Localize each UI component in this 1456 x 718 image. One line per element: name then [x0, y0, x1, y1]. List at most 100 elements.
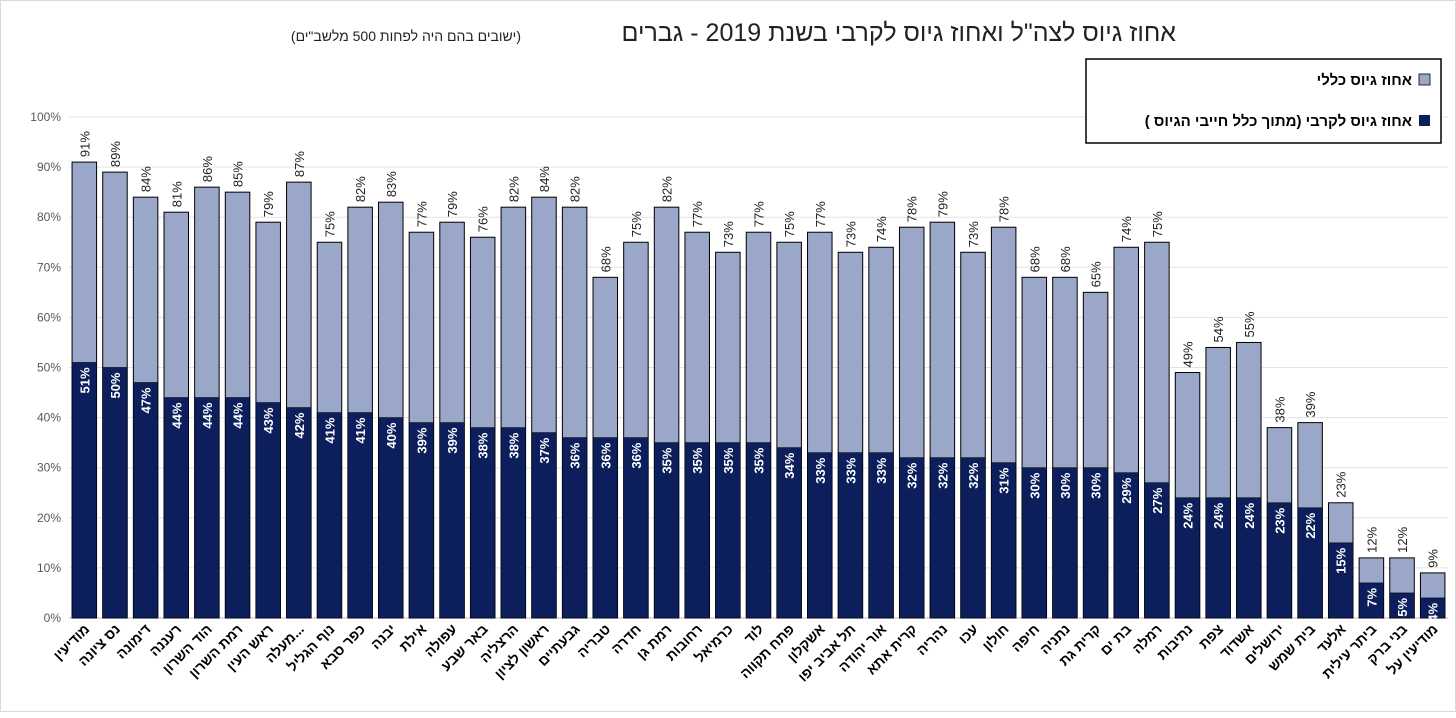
bar-combat [500, 427, 526, 619]
legend: אחוז גיוס כללי אחוז גיוס לקרבי (מתוך כלל… [1085, 58, 1442, 144]
bar-combat [408, 422, 434, 619]
data-label-combat: 5% [1395, 598, 1410, 617]
data-label-combat: 41% [353, 417, 368, 443]
data-label-combat: 35% [660, 447, 675, 473]
y-tick-label: 50% [37, 361, 61, 375]
bar-combat [807, 452, 833, 619]
y-tick-label: 40% [37, 411, 61, 425]
data-label-combat: 39% [445, 427, 460, 453]
data-label-combat: 33% [843, 457, 858, 483]
data-label-combat: 24% [1211, 502, 1226, 528]
data-label-combat: 29% [1119, 477, 1134, 503]
bar-combat [868, 452, 894, 619]
data-label-combat: 36% [568, 442, 583, 468]
data-label-total: 79% [445, 191, 460, 217]
data-label-total: 78% [997, 196, 1012, 222]
bar-combat [837, 452, 863, 619]
bar-combat [102, 367, 128, 619]
data-label-total: 75% [322, 211, 337, 237]
data-label-combat: 47% [139, 387, 154, 413]
bar-combat [1052, 467, 1078, 619]
bar-combat [1236, 497, 1262, 619]
data-label-total: 9% [1426, 549, 1441, 568]
bar-combat [378, 417, 404, 619]
bar-combat [470, 427, 496, 619]
data-label-total: 75% [1150, 211, 1165, 237]
data-label-total: 68% [1058, 246, 1073, 272]
data-label-combat: 4% [1426, 603, 1441, 622]
data-label-combat: 51% [77, 367, 92, 393]
legend-label-combat: אחוז גיוס לקרבי (מתוך כלל חייבי הגיוס ) [1145, 113, 1412, 130]
data-label-combat: 31% [997, 467, 1012, 493]
bar-combat [316, 412, 343, 619]
bar-combat [1358, 582, 1384, 619]
bar-combat [960, 457, 986, 619]
y-tick-label: 90% [37, 160, 61, 174]
data-label-total: 89% [108, 141, 123, 167]
data-label-combat: 30% [1027, 472, 1042, 498]
bar-combat [439, 422, 465, 619]
data-label-total: 82% [353, 176, 368, 202]
chart-title: אחוז גיוס לצה"ל ואחוז גיוס לקרבי בשנת 20… [622, 19, 1177, 47]
bar-combat [1389, 592, 1415, 619]
data-label-total: 49% [1181, 341, 1196, 367]
bar-combat [71, 362, 97, 619]
x-tick-label: חיפה [1008, 621, 1042, 655]
bar-combat [1174, 497, 1201, 619]
data-label-total: 78% [905, 196, 920, 222]
data-label-total: 85% [231, 161, 246, 187]
bar-combat [592, 437, 618, 619]
x-tick-label: חולון [979, 621, 1012, 654]
data-label-total: 74% [1119, 216, 1134, 242]
bar-combat [531, 432, 557, 619]
y-tick-label: 30% [37, 461, 61, 475]
data-label-combat: 35% [752, 447, 767, 473]
data-label-combat: 36% [598, 442, 613, 468]
data-label-total: 55% [1242, 311, 1257, 337]
data-label-combat: 15% [1334, 547, 1349, 573]
data-label-total: 54% [1211, 316, 1226, 342]
x-tick-label: דימונה [113, 621, 154, 662]
data-label-combat: 7% [1364, 587, 1379, 606]
data-label-total: 76% [476, 206, 491, 232]
data-label-combat: 36% [629, 442, 644, 468]
data-label-total: 73% [843, 221, 858, 247]
bar-combat [1021, 467, 1047, 619]
data-label-combat: 30% [1058, 472, 1073, 498]
data-label-total: 73% [966, 221, 981, 247]
bar-combat [347, 412, 373, 619]
y-tick-label: 20% [37, 511, 61, 525]
data-label-total: 65% [1089, 261, 1104, 287]
data-label-total: 81% [169, 181, 184, 207]
chart-subtitle: (ישובים בהם היה לפחות 500 מלשב"ים) [291, 28, 521, 44]
bar-combat [929, 457, 955, 619]
data-label-total: 79% [935, 191, 950, 217]
data-label-total: 12% [1395, 526, 1410, 552]
x-tick-label: בת ים [1097, 621, 1134, 658]
data-label-total: 73% [721, 221, 736, 247]
bar-combat [1205, 497, 1231, 619]
data-label-total: 82% [568, 176, 583, 202]
y-tick-label: 70% [37, 260, 61, 274]
bar-combat [684, 442, 710, 619]
data-label-total: 86% [200, 156, 215, 182]
bar-combat [745, 442, 772, 619]
bar-combat [1113, 472, 1139, 619]
y-tick-label: 100% [30, 110, 61, 124]
x-tick-label: טבריה [574, 621, 614, 661]
y-tick-label: 0% [44, 611, 62, 625]
data-label-total: 68% [598, 246, 613, 272]
data-label-total: 82% [506, 176, 521, 202]
data-label-total: 82% [660, 176, 675, 202]
legend-box [1085, 58, 1442, 144]
data-label-combat: 42% [292, 412, 307, 438]
data-label-combat: 38% [506, 432, 521, 458]
bars: 91% 51% 89% 50% 84% 47% 81% 44% 86% 44% 85% 44% 79% 4… [71, 131, 1446, 622]
data-label-combat: 37% [537, 437, 552, 463]
bar-combat [562, 437, 588, 619]
bar-combat [1144, 482, 1170, 619]
bar-combat [654, 442, 680, 619]
